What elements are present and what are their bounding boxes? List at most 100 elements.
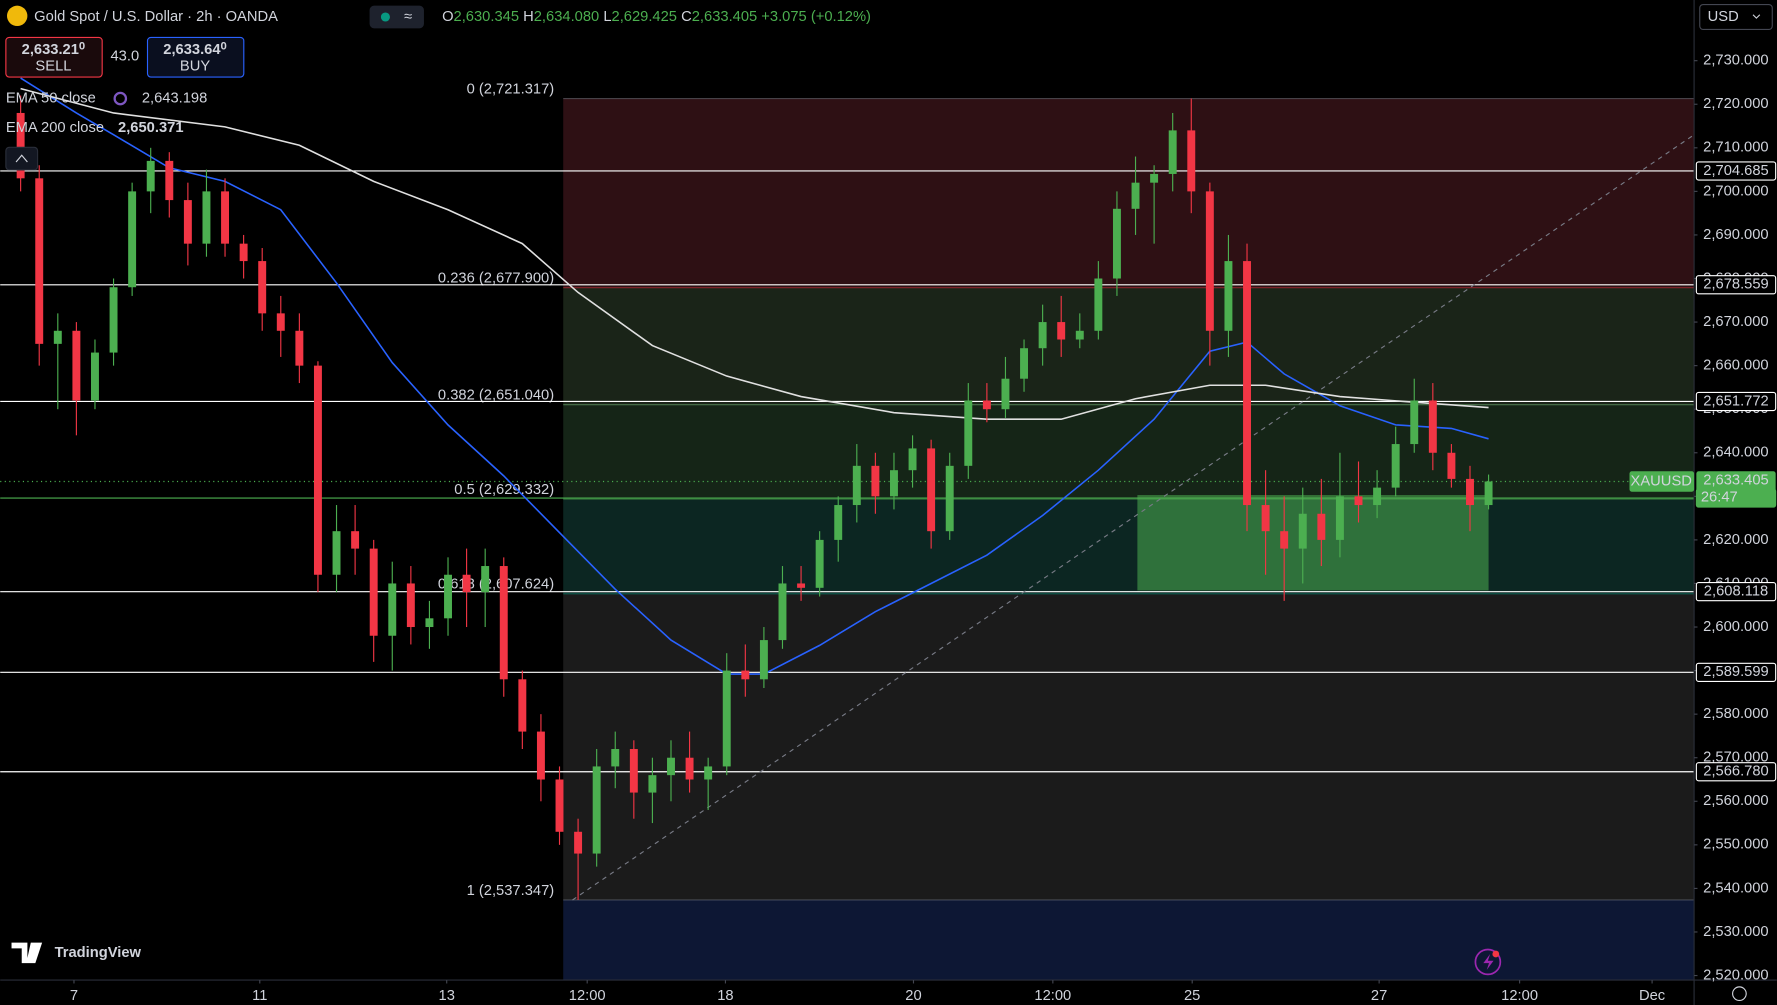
legend: EMA 50 close 2,643.198 EMA 200 close 2,650.… [6,90,207,135]
fib-zone [563,287,1695,405]
candle-body [722,670,731,767]
candle-body [462,574,471,593]
alert-button[interactable] [1474,948,1502,976]
candle-body [982,400,991,410]
candle-body [1168,130,1177,174]
brand-logo [11,942,43,964]
candle-body [518,679,527,732]
status-icon: ≈ [404,9,412,25]
fib-zone [563,899,1695,981]
symbol-tag [1629,471,1695,492]
candle-body [685,757,694,780]
level-price-label: 2,704.685 [1703,163,1768,179]
y-tick-label: 2,640.000 [1703,445,1768,461]
alert-icon [1483,954,1494,970]
candle-body [313,365,322,575]
last-price-label: 2,633.405 [1703,472,1768,488]
candle-body [1112,208,1121,279]
legend-name: EMA 200 close [6,120,104,136]
candle-body [1298,513,1307,549]
candle-body [797,583,806,588]
fib-zone [563,593,1695,900]
candle-body [704,766,713,780]
candle-body [536,731,545,780]
y-tick-label: 2,520.000 [1703,967,1768,983]
candle-body [1020,348,1029,379]
buy-price-main: 2,633.64 [163,42,221,58]
candle-body [221,191,230,244]
legend-value: 2,643.198 [142,90,207,106]
candle-body [1094,278,1103,331]
candle-body [945,465,954,532]
candle-body [555,779,564,832]
candle-body [629,749,638,793]
x-tick-label: 12:00 [1034,988,1071,1004]
candle-body [35,178,44,344]
ohlc-key: O [442,9,453,25]
x-tick-label: 12:00 [569,988,606,1004]
y-tick-label: 2,690.000 [1703,227,1768,243]
candle-body [351,531,360,549]
ema-line [20,87,1489,421]
candle-body [239,243,248,262]
candle-body [425,618,434,628]
sell-price-main: 2,633.21 [22,42,79,58]
x-tick-label: 13 [439,988,455,1004]
buy-button[interactable] [146,36,245,78]
candle-body [1391,444,1400,488]
y-tick-label: 2,560.000 [1703,793,1768,809]
candle-body [1280,531,1289,549]
candle-body [369,548,378,636]
alert-badge [1492,950,1500,958]
ohlc-values: O2,630.345 H2,634.080 L2,629.425 C2,633.… [442,9,871,25]
candle-body [927,448,936,532]
spread: 43.0 [111,49,140,65]
symbol-tag-label: XAUUSD [1631,473,1692,489]
buy-price: 2,633.640 [163,40,227,57]
level-price-label: 2,608.118 [1704,584,1768,600]
candle-body [165,160,174,201]
y-tick-label: 2,580.000 [1703,706,1768,722]
fib-zone [563,98,1695,288]
level-price-box [1695,762,1777,782]
collapse-button[interactable] [5,146,39,171]
candle-body [778,583,787,641]
x-tick-label: 20 [905,988,921,1004]
last-price-box [1696,471,1776,508]
ohlc-value: 2,629.425 [612,9,677,25]
y-tick-label: 2,600.000 [1703,619,1768,635]
candle-body [1001,378,1010,410]
candle-body [1447,452,1456,479]
level-price-box [1695,662,1777,682]
status-pill[interactable] [369,5,424,29]
candle-body [1224,261,1233,331]
candle-body [276,313,285,331]
symbol-title[interactable]: Gold Spot / U.S. Dollar · 2h · OANDA [34,9,278,25]
candle-body [592,766,601,854]
candle-body [1410,400,1419,445]
candle-body [53,330,62,344]
settings-button[interactable] [1732,986,1747,1002]
candle-body [202,191,211,244]
level-price-label: 2,678.559 [1703,277,1768,293]
y-tick-label: 2,730.000 [1703,53,1768,69]
fib-label: 0.5 (2,629.332) [454,482,554,498]
ohlc-key: L [603,9,611,25]
sell-button[interactable] [5,36,103,78]
ohlc-value: 2,630.345 [454,9,519,25]
candle-body [1205,191,1214,331]
countdown: 26:47 [1701,489,1738,505]
ohlc-key: H [523,9,534,25]
y-tick-label: 2,530.000 [1703,924,1768,940]
candle-body [406,583,415,628]
status-dot [380,12,390,22]
candle-body [648,775,657,793]
x-tick-label: 7 [70,988,78,1004]
plot-area: 0 (2,721.317) 0.236 (2,677.900) 0.382 (2,6… [0,77,1695,981]
y-tick-label: 2,670.000 [1703,314,1768,330]
currency-button[interactable] [1699,3,1773,31]
symbol-icon[interactable] [7,5,28,27]
level-price-box [1695,275,1777,295]
y-tick-label: 2,540.000 [1703,880,1768,896]
sell-label: SELL [35,59,71,75]
